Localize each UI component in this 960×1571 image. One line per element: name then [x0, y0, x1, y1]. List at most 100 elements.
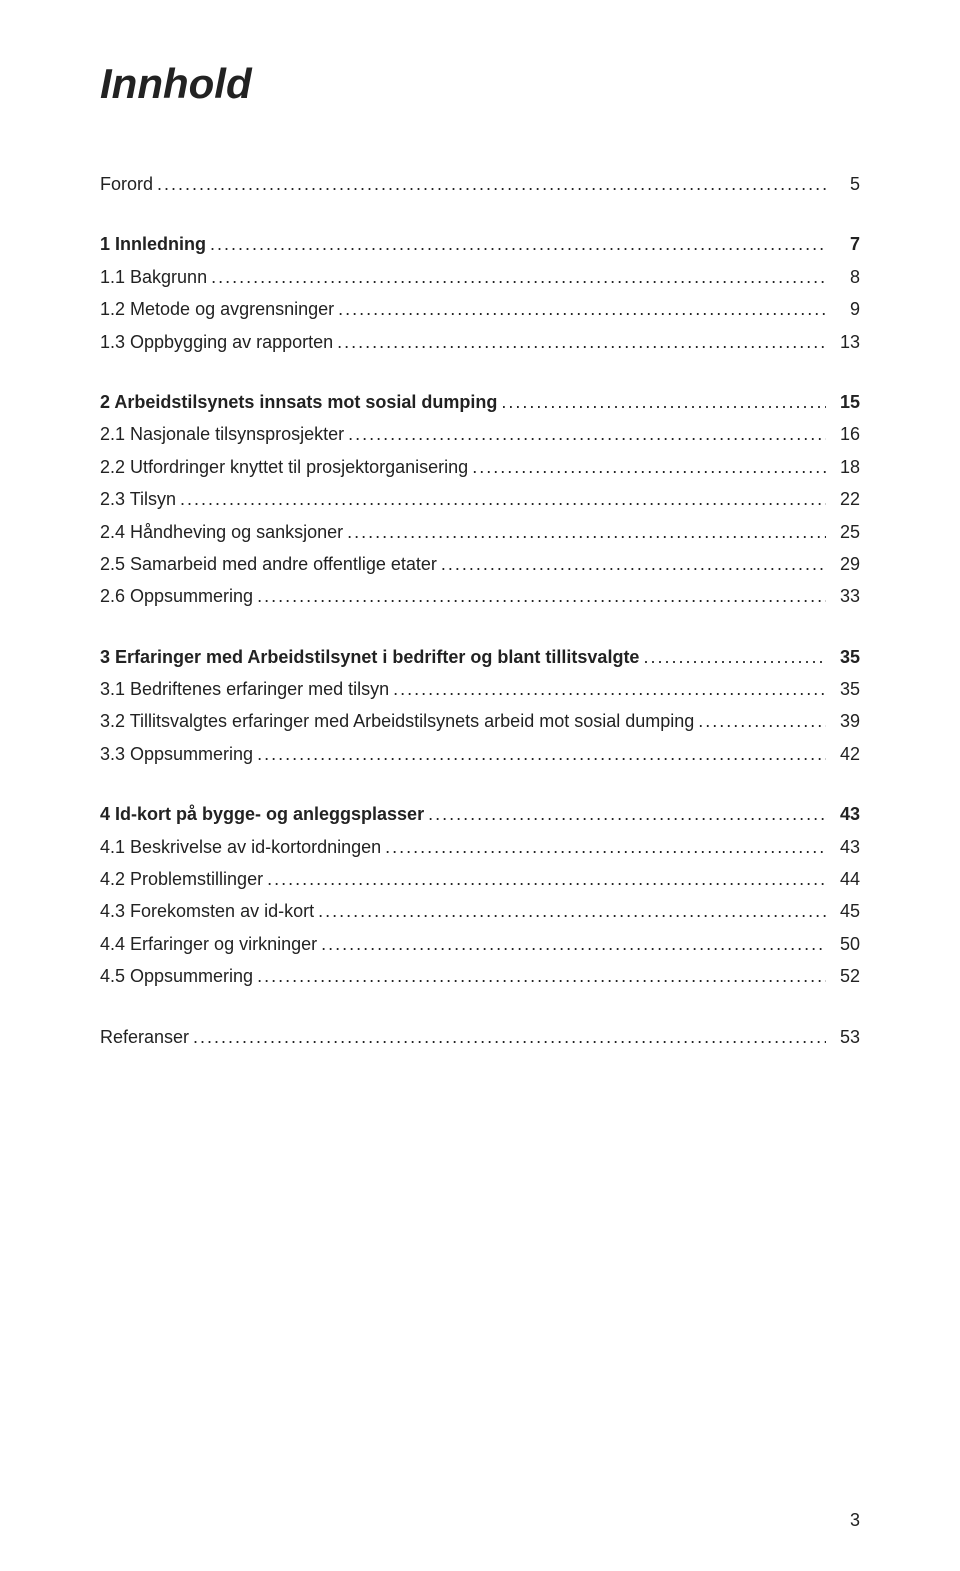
toc-entry: 2 Arbeidstilsynets innsats mot sosial du…	[100, 386, 860, 418]
toc-section: 3 Erfaringer med Arbeidstilsynet i bedri…	[100, 641, 860, 771]
toc-entry-page: 43	[830, 831, 860, 863]
toc-section: 2 Arbeidstilsynets innsats mot sosial du…	[100, 386, 860, 613]
toc-entry: 2.2 Utfordringer knyttet til prosjektorg…	[100, 451, 860, 483]
toc-entry-page: 33	[830, 580, 860, 612]
toc-entry-label: 1.3 Oppbygging av rapporten	[100, 326, 333, 358]
toc-entry-page: 35	[830, 673, 860, 705]
toc-leader-dots	[347, 516, 826, 548]
toc-leader-dots	[385, 831, 826, 863]
toc-entry-label: 2.4 Håndheving og sanksjoner	[100, 516, 343, 548]
toc-entry-page: 53	[830, 1021, 860, 1053]
toc-entry-label: 4 Id-kort på bygge- og anleggsplasser	[100, 798, 424, 830]
toc-entry-label: 2.2 Utfordringer knyttet til prosjektorg…	[100, 451, 468, 483]
toc-leader-dots	[257, 960, 826, 992]
toc-entry: 4.4 Erfaringer og virkninger 50	[100, 928, 860, 960]
toc-section: Forord 5	[100, 168, 860, 200]
toc-entry-page: 39	[830, 705, 860, 737]
toc-leader-dots	[428, 798, 826, 830]
toc-entry: 3.1 Bedriftenes erfaringer med tilsyn 35	[100, 673, 860, 705]
toc-entry-label: 4.2 Problemstillinger	[100, 863, 263, 895]
toc-entry: Referanser 53	[100, 1021, 860, 1053]
toc-entry-label: 2 Arbeidstilsynets innsats mot sosial du…	[100, 386, 497, 418]
toc-entry: 2.6 Oppsummering 33	[100, 580, 860, 612]
toc-entry: 1.3 Oppbygging av rapporten 13	[100, 326, 860, 358]
toc-entry-page: 7	[830, 228, 860, 260]
toc-entry-label: 2.5 Samarbeid med andre offentlige etate…	[100, 548, 437, 580]
toc-entry-page: 45	[830, 895, 860, 927]
toc-entry-label: 1.2 Metode og avgrensninger	[100, 293, 334, 325]
toc-entry: 3.2 Tillitsvalgtes erfaringer med Arbeid…	[100, 705, 860, 737]
toc-leader-dots	[318, 895, 826, 927]
toc-entry: 1 Innledning 7	[100, 228, 860, 260]
toc-leader-dots	[267, 863, 826, 895]
toc-leader-dots	[193, 1021, 826, 1053]
toc-entry-page: 18	[830, 451, 860, 483]
table-of-contents: Forord51 Innledning71.1 Bakgrunn81.2 Met…	[100, 168, 860, 1053]
toc-leader-dots	[472, 451, 826, 483]
toc-entry-page: 42	[830, 738, 860, 770]
toc-entry-label: 2.3 Tilsyn	[100, 483, 176, 515]
toc-section: 1 Innledning71.1 Bakgrunn81.2 Metode og …	[100, 228, 860, 358]
toc-entry-page: 29	[830, 548, 860, 580]
toc-entry: 4.1 Beskrivelse av id-kortordningen 43	[100, 831, 860, 863]
toc-entry: 2.5 Samarbeid med andre offentlige etate…	[100, 548, 860, 580]
toc-entry-label: Forord	[100, 168, 153, 200]
toc-leader-dots	[211, 261, 826, 293]
toc-entry-label: 3.3 Oppsummering	[100, 738, 253, 770]
toc-entry-page: 5	[830, 168, 860, 200]
toc-entry-label: 4.4 Erfaringer og virkninger	[100, 928, 317, 960]
toc-leader-dots	[210, 228, 826, 260]
toc-leader-dots	[257, 580, 826, 612]
toc-leader-dots	[393, 673, 826, 705]
toc-leader-dots	[501, 386, 826, 418]
toc-leader-dots	[698, 705, 826, 737]
toc-entry-page: 13	[830, 326, 860, 358]
toc-entry: 3 Erfaringer med Arbeidstilsynet i bedri…	[100, 641, 860, 673]
toc-section: Referanser 53	[100, 1021, 860, 1053]
toc-entry-page: 22	[830, 483, 860, 515]
toc-leader-dots	[338, 293, 826, 325]
toc-entry-label: 3 Erfaringer med Arbeidstilsynet i bedri…	[100, 641, 639, 673]
toc-entry-label: 1.1 Bakgrunn	[100, 261, 207, 293]
toc-entry-label: Referanser	[100, 1021, 189, 1053]
toc-entry-label: 4.5 Oppsummering	[100, 960, 253, 992]
toc-entry-label: 1 Innledning	[100, 228, 206, 260]
toc-entry: 4.3 Forekomsten av id-kort 45	[100, 895, 860, 927]
toc-entry-page: 9	[830, 293, 860, 325]
toc-leader-dots	[180, 483, 826, 515]
toc-entry-label: 4.1 Beskrivelse av id-kortordningen	[100, 831, 381, 863]
toc-entry: 4.5 Oppsummering 52	[100, 960, 860, 992]
page-title: Innhold	[100, 60, 860, 108]
toc-entry-label: 2.6 Oppsummering	[100, 580, 253, 612]
toc-entry-page: 44	[830, 863, 860, 895]
toc-entry-label: 4.3 Forekomsten av id-kort	[100, 895, 314, 927]
toc-entry-page: 43	[830, 798, 860, 830]
toc-leader-dots	[157, 168, 826, 200]
toc-entry: 3.3 Oppsummering 42	[100, 738, 860, 770]
toc-entry: 1.2 Metode og avgrensninger 9	[100, 293, 860, 325]
toc-entry-page: 50	[830, 928, 860, 960]
toc-entry-page: 52	[830, 960, 860, 992]
toc-entry: 2.1 Nasjonale tilsynsprosjekter 16	[100, 418, 860, 450]
toc-entry-page: 16	[830, 418, 860, 450]
toc-entry-page: 15	[830, 386, 860, 418]
toc-leader-dots	[257, 738, 826, 770]
toc-entry-page: 8	[830, 261, 860, 293]
toc-entry-page: 25	[830, 516, 860, 548]
toc-entry: 4 Id-kort på bygge- og anleggsplasser 43	[100, 798, 860, 830]
toc-entry: 2.4 Håndheving og sanksjoner 25	[100, 516, 860, 548]
toc-entry: 2.3 Tilsyn 22	[100, 483, 860, 515]
toc-entry-label: 3.2 Tillitsvalgtes erfaringer med Arbeid…	[100, 705, 694, 737]
toc-leader-dots	[348, 418, 826, 450]
toc-leader-dots	[643, 641, 826, 673]
toc-leader-dots	[321, 928, 826, 960]
toc-entry-label: 2.1 Nasjonale tilsynsprosjekter	[100, 418, 344, 450]
toc-entry: Forord 5	[100, 168, 860, 200]
toc-entry-page: 35	[830, 641, 860, 673]
toc-leader-dots	[337, 326, 826, 358]
toc-entry: 1.1 Bakgrunn 8	[100, 261, 860, 293]
toc-entry: 4.2 Problemstillinger 44	[100, 863, 860, 895]
toc-leader-dots	[441, 548, 826, 580]
toc-section: 4 Id-kort på bygge- og anleggsplasser434…	[100, 798, 860, 992]
toc-entry-label: 3.1 Bedriftenes erfaringer med tilsyn	[100, 673, 389, 705]
